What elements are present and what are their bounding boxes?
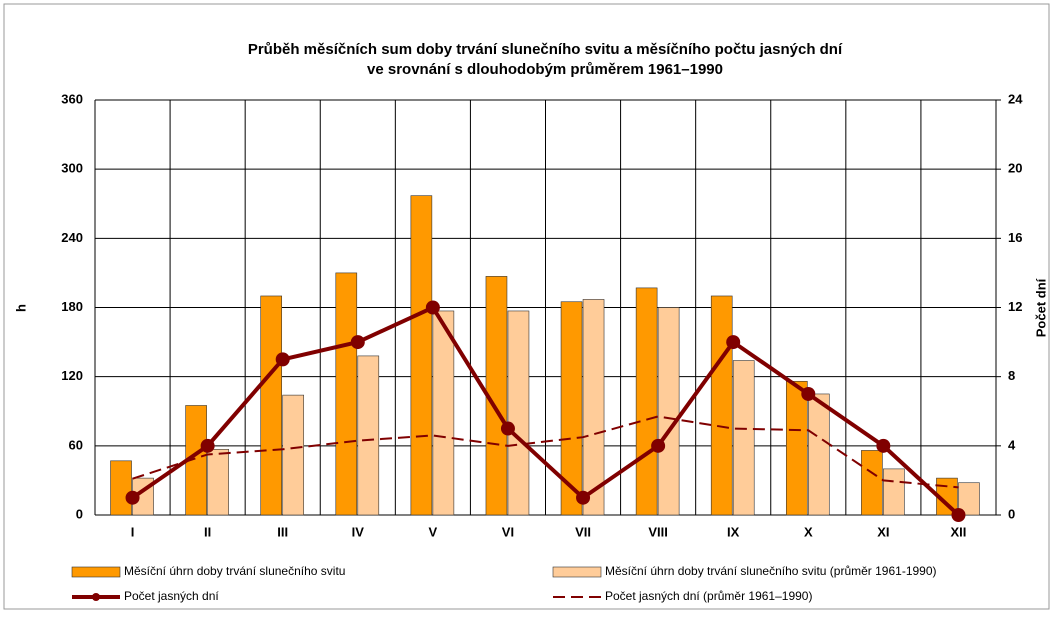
- marker: [425, 300, 440, 315]
- chart-title: ve srovnání s dlouhodobým průměrem 1961–…: [367, 61, 723, 78]
- marker: [275, 352, 290, 367]
- line: [131, 304, 960, 517]
- y2-tick-label: 12: [1008, 299, 1022, 314]
- legend-label: Počet jasných dní: [124, 589, 219, 603]
- bar: [883, 468, 905, 516]
- x-tick-label: II: [204, 524, 211, 539]
- bar: [432, 310, 455, 516]
- marker: [200, 438, 215, 453]
- bar: [807, 393, 830, 516]
- legend-swatch: [71, 566, 121, 578]
- bar: [861, 450, 883, 516]
- frame: [3, 3, 1050, 610]
- bar: [582, 299, 605, 516]
- line: [132, 415, 959, 489]
- bar: [357, 355, 380, 516]
- legend-swatch: [552, 566, 602, 578]
- marker: [500, 421, 515, 436]
- x-tick-label: V: [429, 524, 438, 539]
- bar: [732, 360, 755, 516]
- bar: [260, 295, 283, 516]
- marker: [801, 386, 816, 401]
- marker: [576, 490, 591, 505]
- marker: [651, 438, 666, 453]
- x-tick-label: IX: [727, 524, 740, 539]
- y2-tick-label: 4: [1008, 437, 1016, 452]
- bar: [282, 394, 305, 516]
- bar: [635, 287, 658, 516]
- legend-marker: [92, 593, 100, 601]
- y2-axis-label: Počet dní: [1033, 278, 1048, 337]
- y-tick-label: 60: [69, 437, 83, 452]
- x-tick-label: XII: [951, 524, 967, 539]
- y-tick-label: 0: [76, 506, 83, 521]
- y-tick-label: 360: [61, 91, 83, 106]
- bar: [110, 460, 132, 516]
- bar: [958, 482, 980, 516]
- marker: [125, 490, 140, 505]
- bar: [710, 295, 733, 516]
- y-tick-label: 300: [61, 161, 83, 176]
- marker: [876, 438, 891, 453]
- x-tick-label: VII: [575, 524, 591, 539]
- x-tick-label: VI: [502, 524, 514, 539]
- bar: [335, 272, 358, 516]
- y-tick-label: 240: [61, 230, 83, 245]
- marker: [951, 508, 966, 522]
- x-tick-label: X: [804, 524, 813, 539]
- y2-tick-label: 0: [1008, 506, 1015, 521]
- y2-tick-label: 20: [1008, 161, 1022, 176]
- bar: [410, 195, 433, 516]
- y2-tick-label: 16: [1008, 230, 1022, 245]
- bar: [207, 448, 229, 516]
- x-tick-label: III: [277, 524, 288, 539]
- bar: [657, 307, 680, 516]
- bar: [785, 380, 808, 516]
- y-tick-label: 180: [61, 299, 83, 314]
- bar: [507, 310, 530, 516]
- x-tick-label: XI: [877, 524, 889, 539]
- y-tick-label: 120: [61, 368, 83, 383]
- x-tick-label: IV: [352, 524, 365, 539]
- marker: [350, 335, 365, 350]
- y2-tick-label: 24: [1008, 91, 1023, 106]
- y-axis-label: h: [13, 304, 28, 312]
- x-tick-label: I: [131, 524, 135, 539]
- legend-label: Měsíční úhrn doby trvání slunečního svit…: [605, 564, 937, 578]
- legend-label: Měsíční úhrn doby trvání slunečního svit…: [124, 564, 345, 578]
- y2-tick-label: 8: [1008, 368, 1015, 383]
- chart-title: Průběh měsíčních sum doby trvání slunečn…: [248, 41, 843, 58]
- x-tick-label: VIII: [648, 524, 668, 539]
- legend-label: Počet jasných dní (průměr 1961–1990): [605, 589, 812, 603]
- bar: [560, 301, 583, 516]
- marker: [726, 335, 741, 350]
